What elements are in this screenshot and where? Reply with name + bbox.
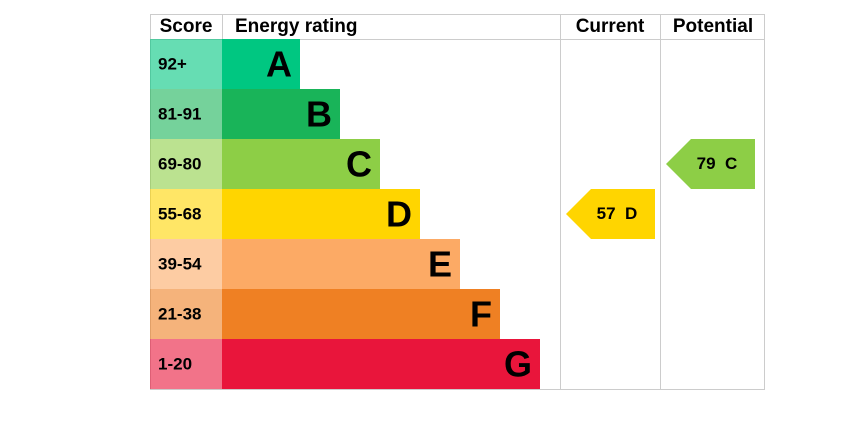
potential-score: 79 (697, 154, 716, 173)
rating-letter: D (386, 194, 412, 235)
score-cell (150, 239, 222, 289)
score-cell (150, 139, 222, 189)
score-label: 39-54 (158, 254, 202, 273)
header-potential: Potential (673, 16, 753, 37)
score-label: 1-20 (158, 354, 192, 373)
rating-letter: B (306, 94, 332, 135)
current-letter: D (625, 204, 637, 223)
score-label: 69-80 (158, 154, 201, 173)
score-label: 55-68 (158, 204, 201, 223)
score-cell (150, 289, 222, 339)
rating-letter: G (504, 344, 532, 385)
header-current: Current (576, 16, 645, 37)
score-cell (150, 189, 222, 239)
score-label: 92+ (158, 54, 187, 73)
potential-label: 79 C (697, 154, 738, 173)
potential-arrow (666, 139, 755, 189)
rating-bar (222, 139, 380, 189)
score-label: 81-91 (158, 104, 201, 123)
rating-bar (222, 89, 340, 139)
score-label: 21-38 (158, 304, 201, 323)
rating-bar (222, 189, 420, 239)
header-score: Score (160, 16, 213, 37)
rating-bar (222, 39, 300, 89)
current-label: 57 D (597, 204, 638, 223)
rating-bar (222, 289, 500, 339)
score-cell (150, 89, 222, 139)
rating-bar (222, 339, 540, 389)
rating-letter: F (470, 294, 492, 335)
rating-bar (222, 239, 460, 289)
rating-letter: C (346, 144, 372, 185)
score-cell (150, 39, 222, 89)
rating-letter: A (266, 44, 292, 85)
score-cell (150, 339, 222, 389)
current-score: 57 (597, 204, 616, 223)
potential-letter: C (725, 154, 737, 173)
current-arrow (566, 189, 655, 239)
header-rating: Energy rating (235, 16, 357, 37)
rating-letter: E (428, 244, 452, 285)
